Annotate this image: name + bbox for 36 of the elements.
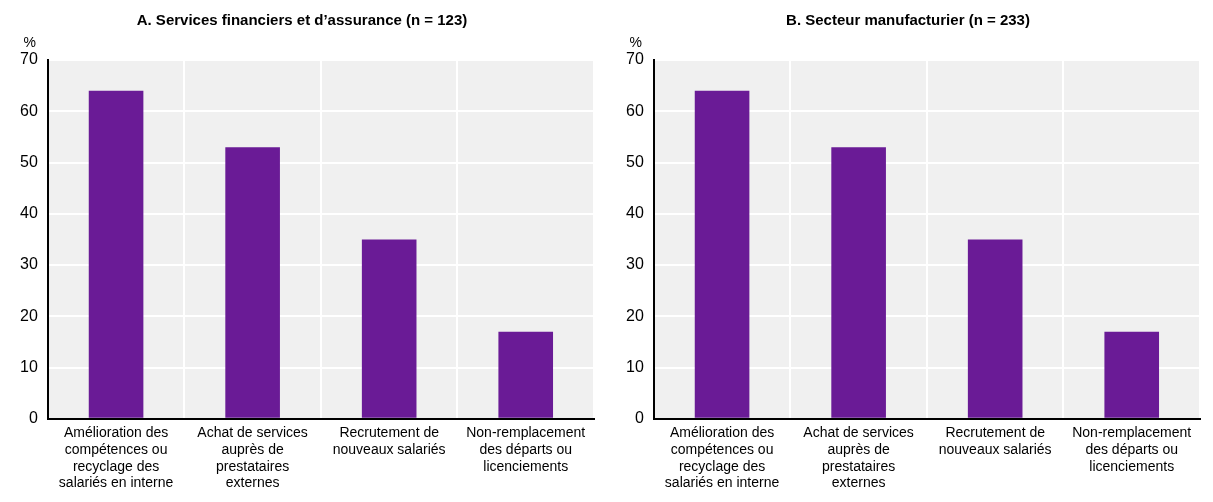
x-tick-label: Recrutement de nouveaux salariés: [938, 424, 1052, 457]
bar: [498, 331, 554, 418]
y-tick-label: 40: [626, 204, 644, 222]
y-tick-label: 0: [28, 409, 38, 427]
y-tick-label: 10: [626, 357, 644, 375]
bar: [694, 90, 750, 418]
y-tick-label: 50: [626, 152, 644, 170]
y-tick-label: 60: [626, 101, 644, 119]
y-axis-title: %: [23, 33, 37, 50]
y-tick-label: 50: [20, 152, 38, 170]
x-tick-label: Amélioration des compétences ou recyclage des salariés en interne: [58, 424, 174, 491]
chart-title: A. Services financiers et d’assurance (n = 123): [136, 11, 468, 29]
y-tick-label: 30: [20, 255, 38, 273]
bar: [831, 147, 886, 418]
bar: [225, 147, 280, 418]
x-tick-label: Non-remplacement des départs ou licenciements: [466, 424, 586, 474]
x-tick-label: Achat de services auprès de prestataires externes: [197, 424, 308, 491]
y-tick-label: 30: [626, 255, 644, 273]
chart-title: B. Secteur manufacturier (n = 233): [786, 11, 1030, 29]
y-tick-label: 70: [626, 50, 644, 68]
x-tick-label: Achat de services auprès de prestataires externes: [803, 424, 914, 491]
y-tick-label: 10: [20, 357, 38, 375]
y-tick-label: 0: [634, 409, 644, 427]
y-tick-label: 60: [20, 101, 38, 119]
bar: [967, 239, 1023, 418]
bar: [1104, 331, 1160, 418]
bar: [88, 90, 144, 418]
y-tick-label: 20: [20, 306, 38, 324]
x-tick-label: Amélioration des compétences ou recyclage des salariés en interne: [664, 424, 780, 491]
y-axis-title: %: [629, 33, 643, 50]
x-tick-label: Recrutement de nouveaux salariés: [332, 424, 446, 457]
y-tick-label: 70: [20, 50, 38, 68]
y-tick-label: 40: [20, 204, 38, 222]
x-tick-label: Non-remplacement des départs ou licenciements: [1072, 424, 1192, 474]
bar: [361, 239, 417, 418]
y-tick-label: 20: [626, 306, 644, 324]
